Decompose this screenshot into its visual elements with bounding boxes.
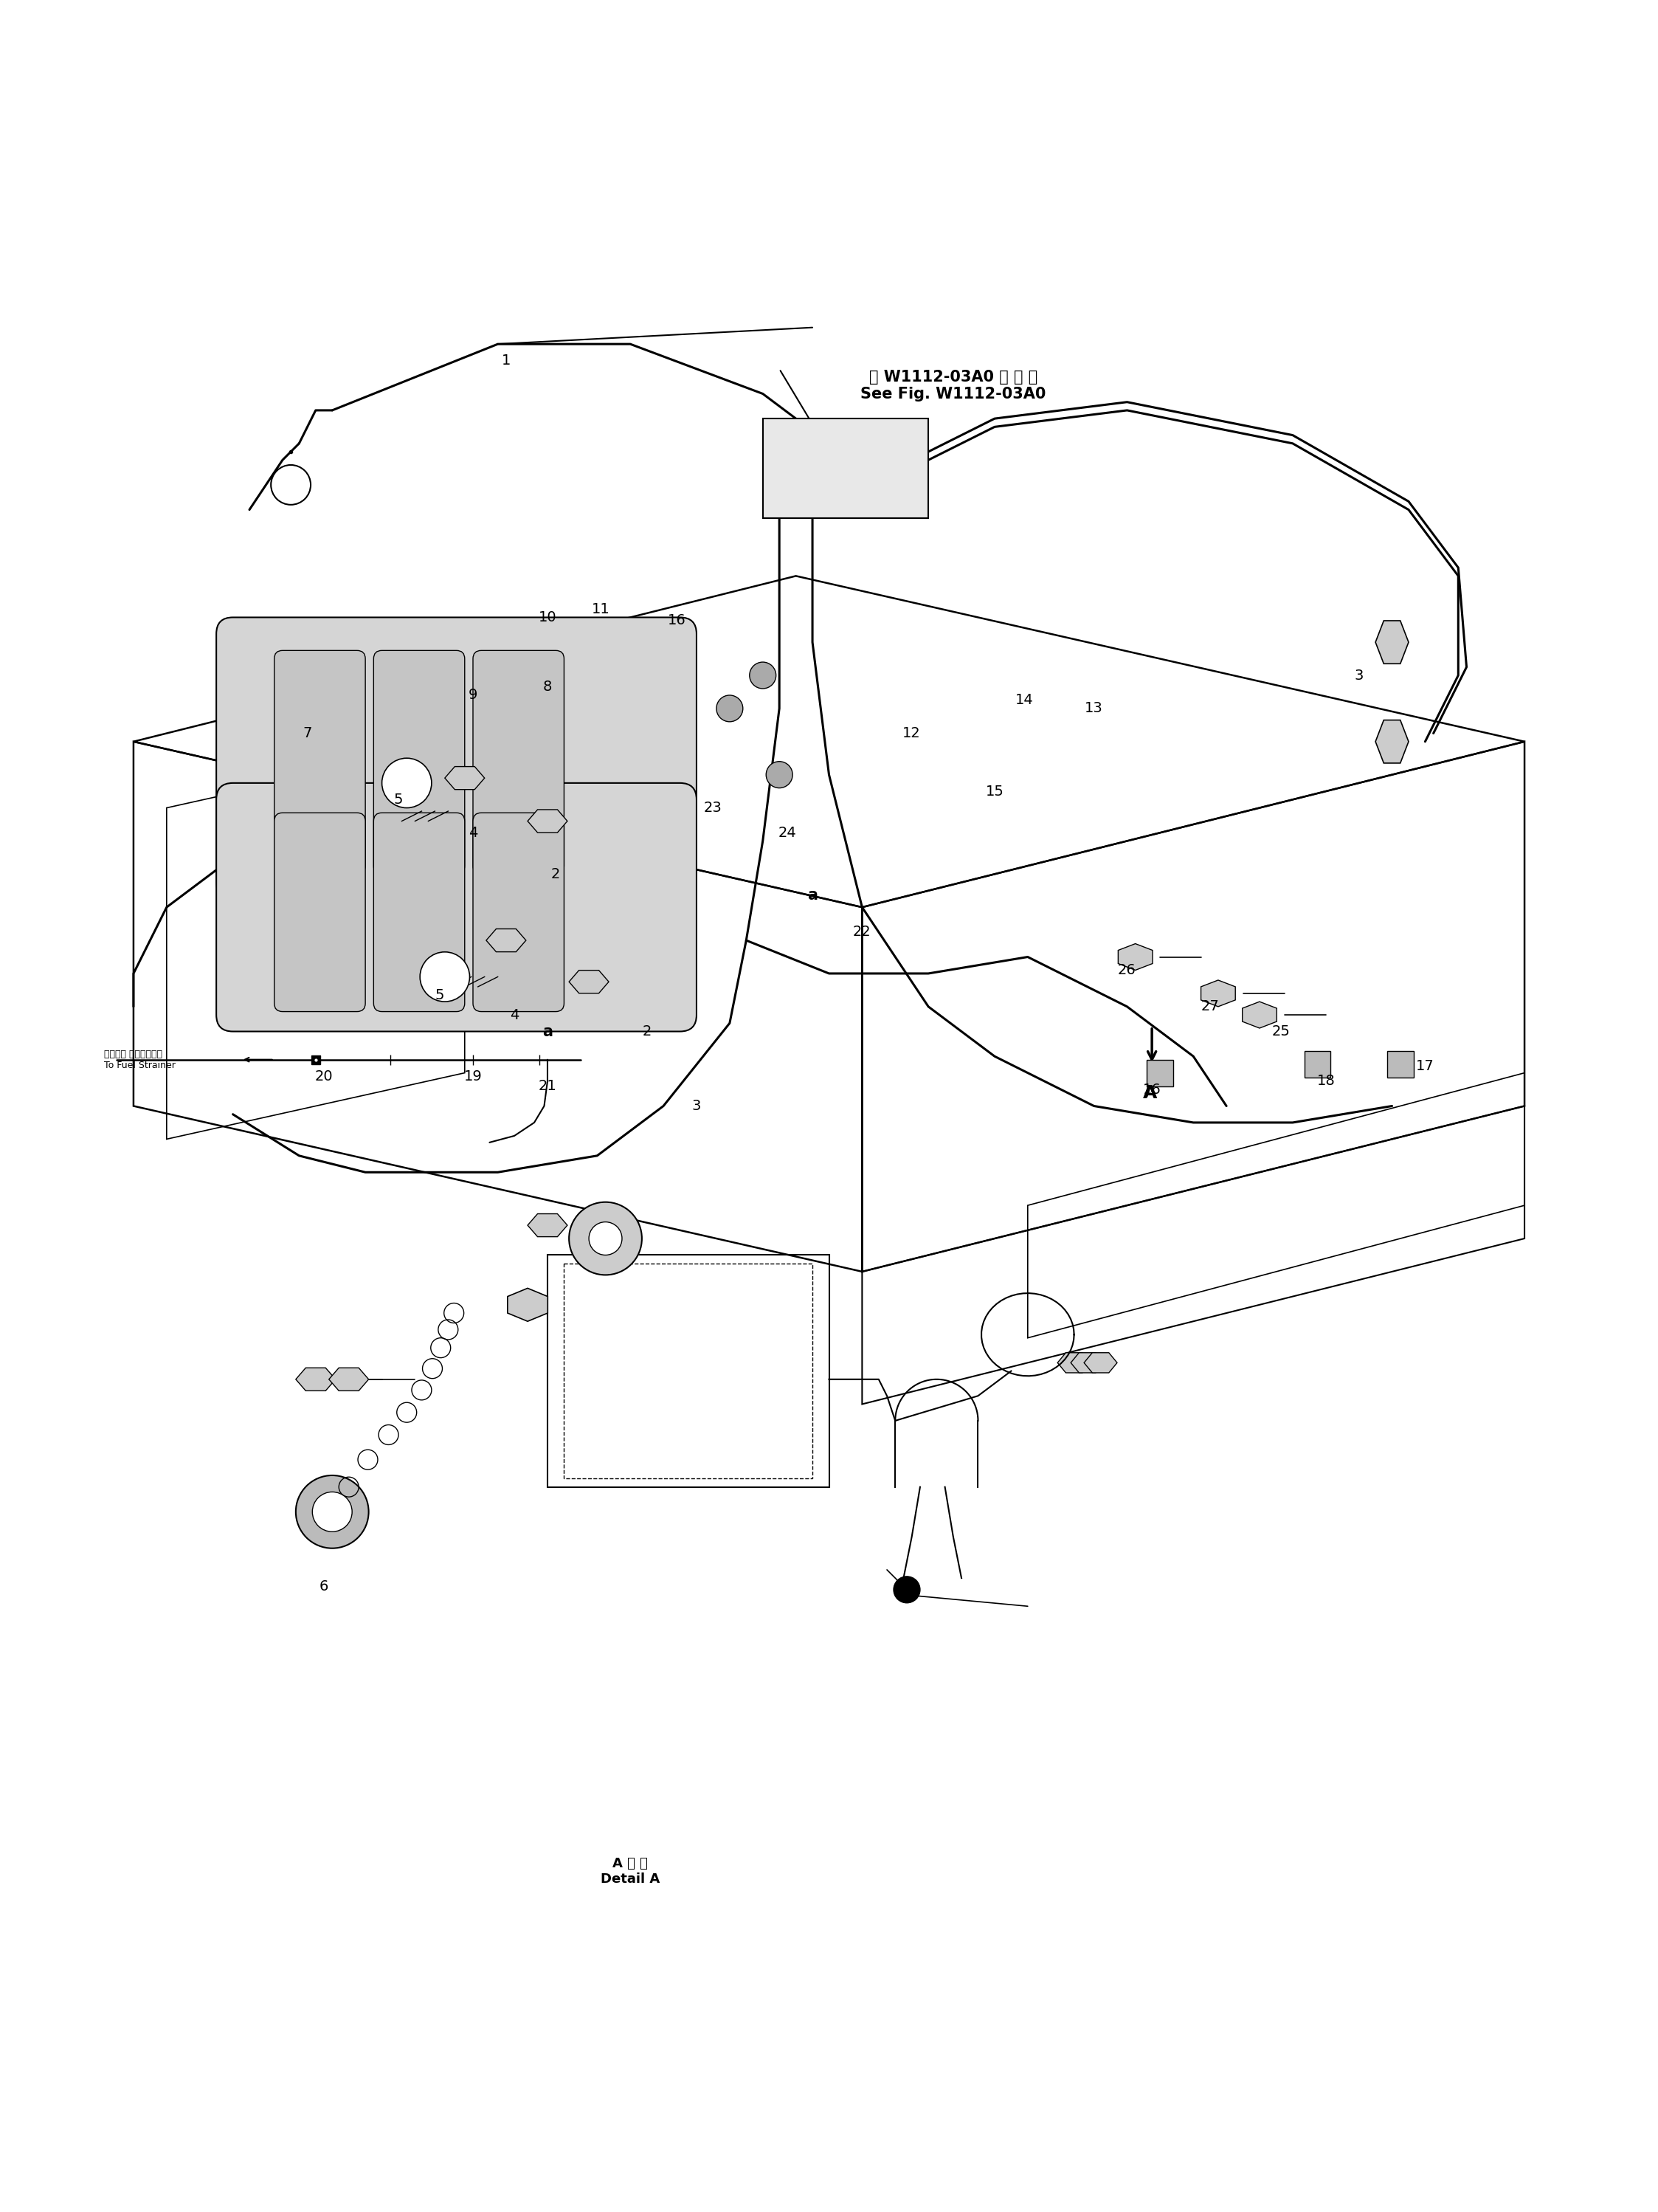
Text: 23: 23: [705, 801, 723, 814]
Text: 8: 8: [542, 679, 552, 695]
Text: 18: 18: [1316, 1075, 1335, 1088]
Circle shape: [589, 1221, 622, 1254]
Text: 1: 1: [501, 354, 511, 367]
Text: 4: 4: [509, 1009, 519, 1022]
Text: 6: 6: [320, 1579, 328, 1593]
Polygon shape: [527, 1214, 567, 1237]
Text: 3: 3: [691, 1099, 701, 1113]
Text: 13: 13: [1084, 701, 1103, 714]
Circle shape: [419, 951, 469, 1002]
Text: A: A: [1144, 1086, 1156, 1099]
Text: 27: 27: [1200, 1000, 1219, 1013]
Polygon shape: [1071, 1354, 1104, 1374]
Circle shape: [270, 465, 310, 504]
Polygon shape: [1117, 945, 1152, 971]
Text: 5: 5: [395, 792, 403, 807]
Text: 第 W1112-03A0 図 参 照
See Fig. W1112-03A0: 第 W1112-03A0 図 参 照 See Fig. W1112-03A0: [861, 369, 1046, 400]
Polygon shape: [527, 810, 567, 832]
Bar: [1147, 1060, 1174, 1086]
Text: a: a: [542, 1024, 552, 1040]
Text: フュエル ストレーナへ
To Fuel Strainer: フュエル ストレーナへ To Fuel Strainer: [104, 1048, 176, 1071]
FancyBboxPatch shape: [473, 650, 564, 874]
Text: 16: 16: [1142, 1082, 1161, 1097]
Polygon shape: [1376, 622, 1409, 664]
Text: 5: 5: [436, 989, 444, 1002]
Polygon shape: [569, 971, 608, 993]
FancyBboxPatch shape: [473, 812, 564, 1011]
Text: 20: 20: [315, 1068, 333, 1084]
Polygon shape: [295, 1367, 335, 1391]
Bar: [763, 418, 928, 518]
Text: A 詳 細
Detail A: A 詳 細 Detail A: [600, 1856, 660, 1885]
Circle shape: [716, 695, 743, 721]
Text: 12: 12: [902, 726, 920, 741]
Text: 4: 4: [469, 825, 478, 841]
FancyBboxPatch shape: [373, 650, 464, 874]
Polygon shape: [486, 929, 526, 951]
Text: 19: 19: [464, 1068, 482, 1084]
Text: 16: 16: [668, 613, 686, 628]
Text: 2: 2: [642, 1024, 652, 1037]
Circle shape: [381, 759, 431, 807]
Text: 24: 24: [779, 825, 797, 841]
Polygon shape: [1200, 980, 1235, 1006]
Text: 10: 10: [539, 611, 557, 624]
Text: 26: 26: [1117, 962, 1136, 978]
Text: a: a: [807, 889, 817, 902]
Circle shape: [894, 1577, 920, 1604]
Text: 21: 21: [539, 1079, 557, 1093]
FancyBboxPatch shape: [216, 783, 696, 1031]
Bar: [1305, 1051, 1331, 1077]
Polygon shape: [328, 1367, 368, 1391]
Text: 25: 25: [1272, 1024, 1290, 1037]
Circle shape: [312, 1491, 351, 1531]
Text: 11: 11: [592, 602, 610, 617]
Polygon shape: [507, 1287, 547, 1321]
Text: A: A: [1142, 1084, 1157, 1102]
Circle shape: [766, 761, 793, 787]
Text: 15: 15: [985, 785, 1003, 799]
Text: 17: 17: [1416, 1060, 1434, 1073]
Text: 3: 3: [1355, 668, 1363, 681]
Polygon shape: [1084, 1354, 1117, 1374]
Circle shape: [569, 1201, 642, 1274]
FancyBboxPatch shape: [274, 650, 365, 874]
FancyBboxPatch shape: [274, 812, 365, 1011]
Bar: [1388, 1051, 1414, 1077]
Polygon shape: [1242, 1002, 1277, 1029]
Text: 22: 22: [852, 925, 870, 940]
Text: 9: 9: [469, 688, 478, 701]
Polygon shape: [444, 768, 484, 790]
Text: 14: 14: [1015, 692, 1033, 708]
Circle shape: [749, 661, 776, 688]
Polygon shape: [1058, 1354, 1091, 1374]
FancyBboxPatch shape: [216, 617, 696, 898]
Circle shape: [295, 1475, 368, 1548]
Text: 7: 7: [303, 726, 312, 741]
Text: 2: 2: [550, 867, 560, 880]
FancyBboxPatch shape: [373, 812, 464, 1011]
Polygon shape: [1376, 721, 1409, 763]
